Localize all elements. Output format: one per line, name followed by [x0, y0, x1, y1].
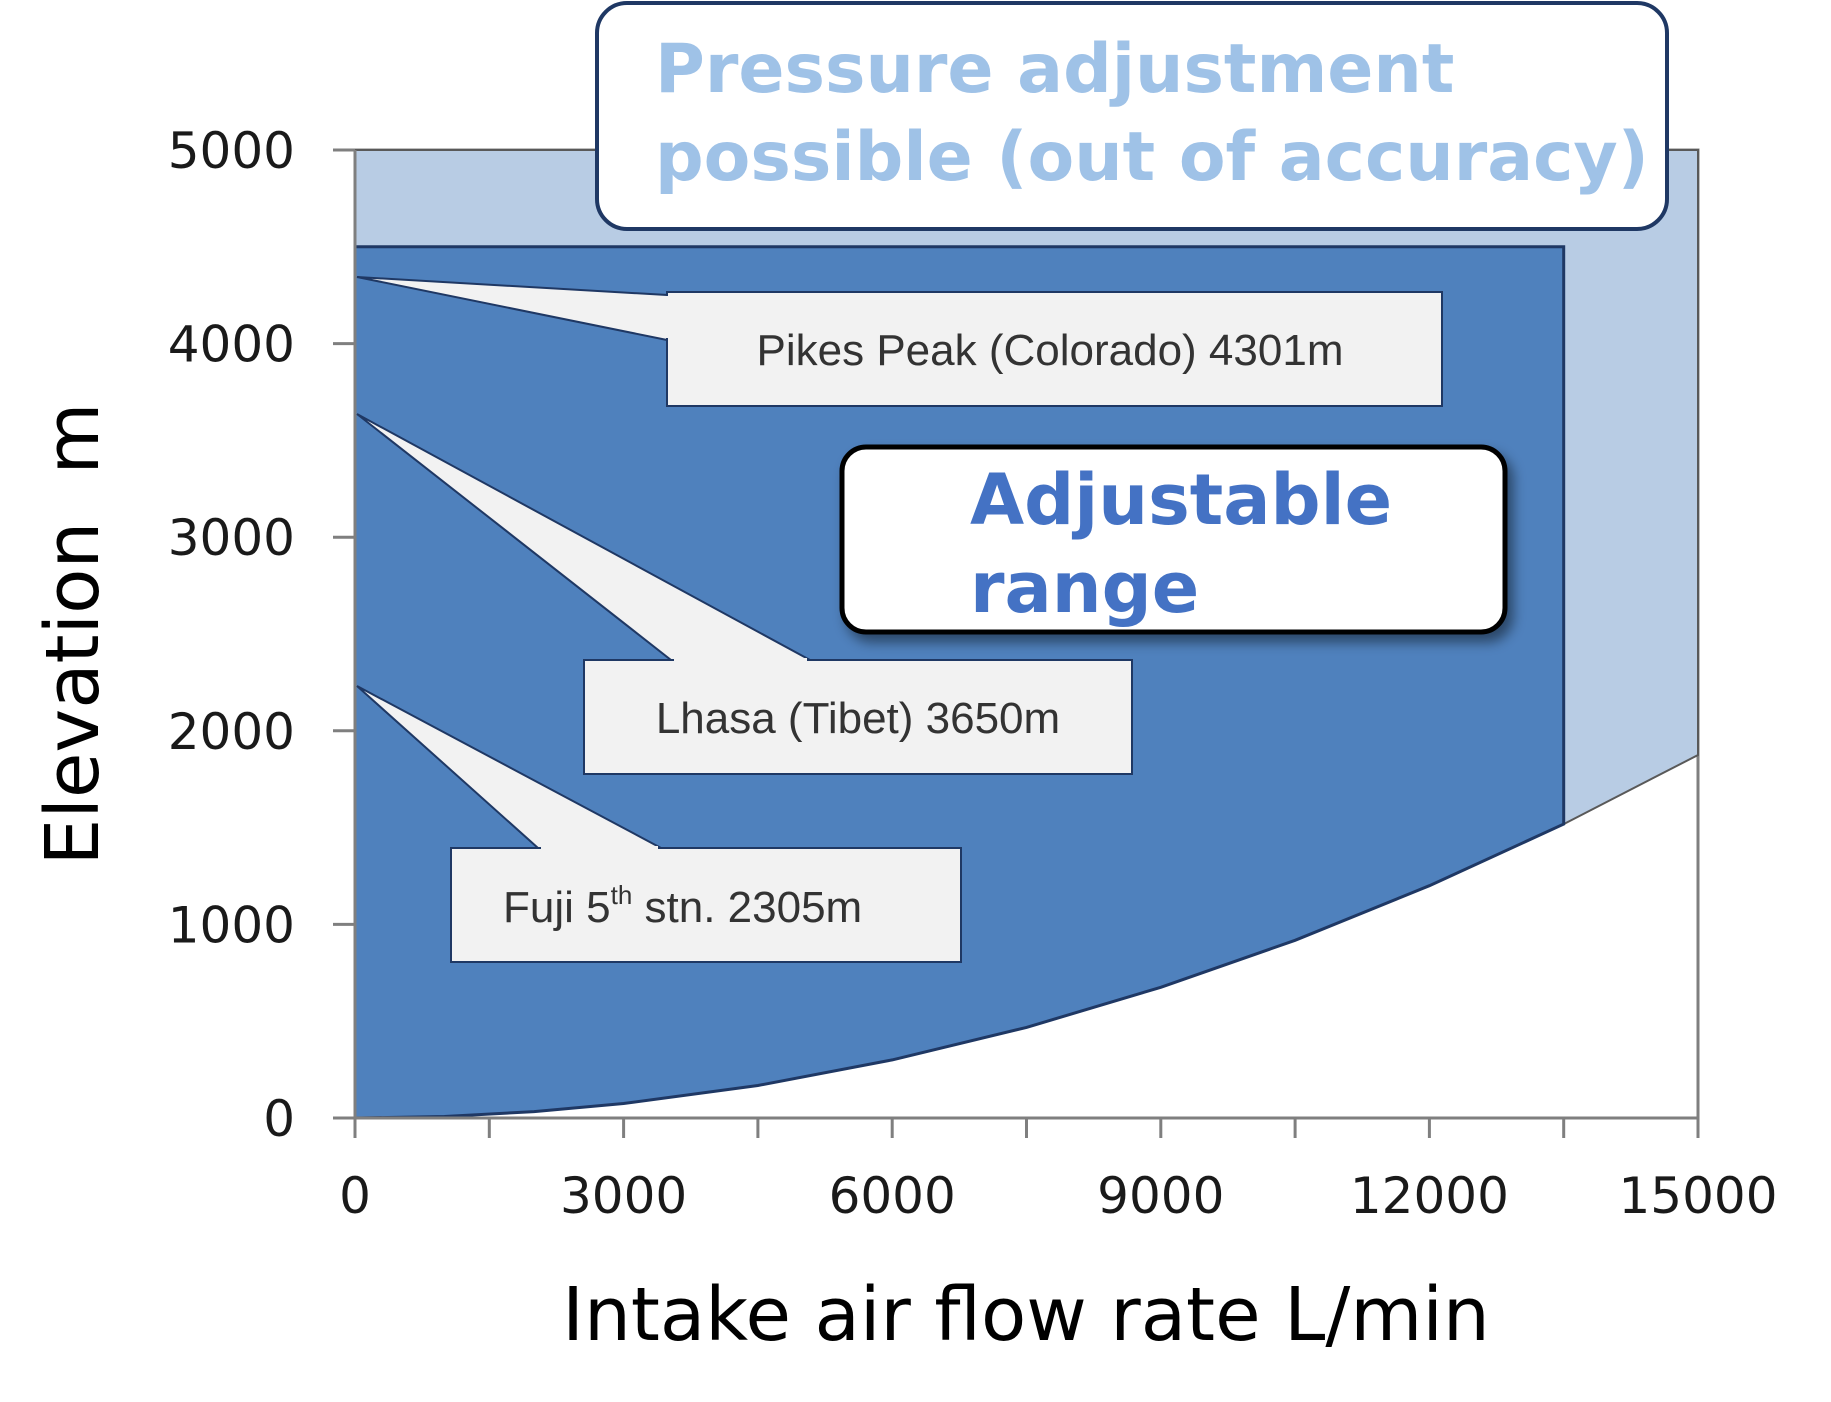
- x-tick-label: 0: [339, 1167, 371, 1225]
- x-axis-ticks: 0 3000 6000 9000 12000 15000: [339, 1118, 1778, 1225]
- y-tick-label: 3000: [168, 509, 295, 567]
- x-tick-label: 3000: [560, 1167, 687, 1225]
- callout-lhasa: Lhasa (Tibet) 3650m: [356, 413, 1133, 775]
- adjustable-range-box: Adjustable range: [839, 444, 1508, 635]
- callout-box: [583, 659, 1133, 775]
- callout-box: [666, 291, 1443, 407]
- y-tick-label: 1000: [168, 896, 295, 954]
- callout-box: [450, 847, 962, 963]
- x-tick-label: 15000: [1618, 1167, 1777, 1225]
- y-tick-label: 2000: [168, 703, 295, 761]
- y-tick-label: 5000: [168, 122, 295, 180]
- x-tick-label: 6000: [829, 1167, 956, 1225]
- y-axis-ticks: 0 1000 2000 3000 4000 5000: [168, 122, 355, 1148]
- x-tick-label: 12000: [1350, 1167, 1509, 1225]
- y-tick-label: 0: [263, 1090, 295, 1148]
- callout-label: Pikes Peak (Colorado) 4301m: [757, 326, 1344, 375]
- out-of-accuracy-box: Pressure adjustment possible (out of acc…: [595, 1, 1669, 231]
- y-tick-label: 4000: [168, 316, 295, 374]
- callout-fuji: Fuji 5th stn. 2305m: [356, 685, 962, 963]
- callout-label: Fuji 5th stn. 2305m: [503, 880, 862, 932]
- adjustable-range-line2: range: [970, 547, 1199, 629]
- x-tick-label: 9000: [1097, 1167, 1224, 1225]
- y-axis-title: Elevation m: [30, 403, 116, 866]
- out-of-accuracy-line1: Pressure adjustment: [655, 30, 1454, 109]
- adjustable-range-line1: Adjustable: [970, 459, 1392, 541]
- out-of-accuracy-line2: possible (out of accuracy): [655, 118, 1649, 197]
- callout-label: Lhasa (Tibet) 3650m: [656, 694, 1060, 743]
- callout-pikes-peak: Pikes Peak (Colorado) 4301m: [356, 276, 1443, 407]
- x-axis-title: Intake air flow rate L/min: [562, 1272, 1490, 1358]
